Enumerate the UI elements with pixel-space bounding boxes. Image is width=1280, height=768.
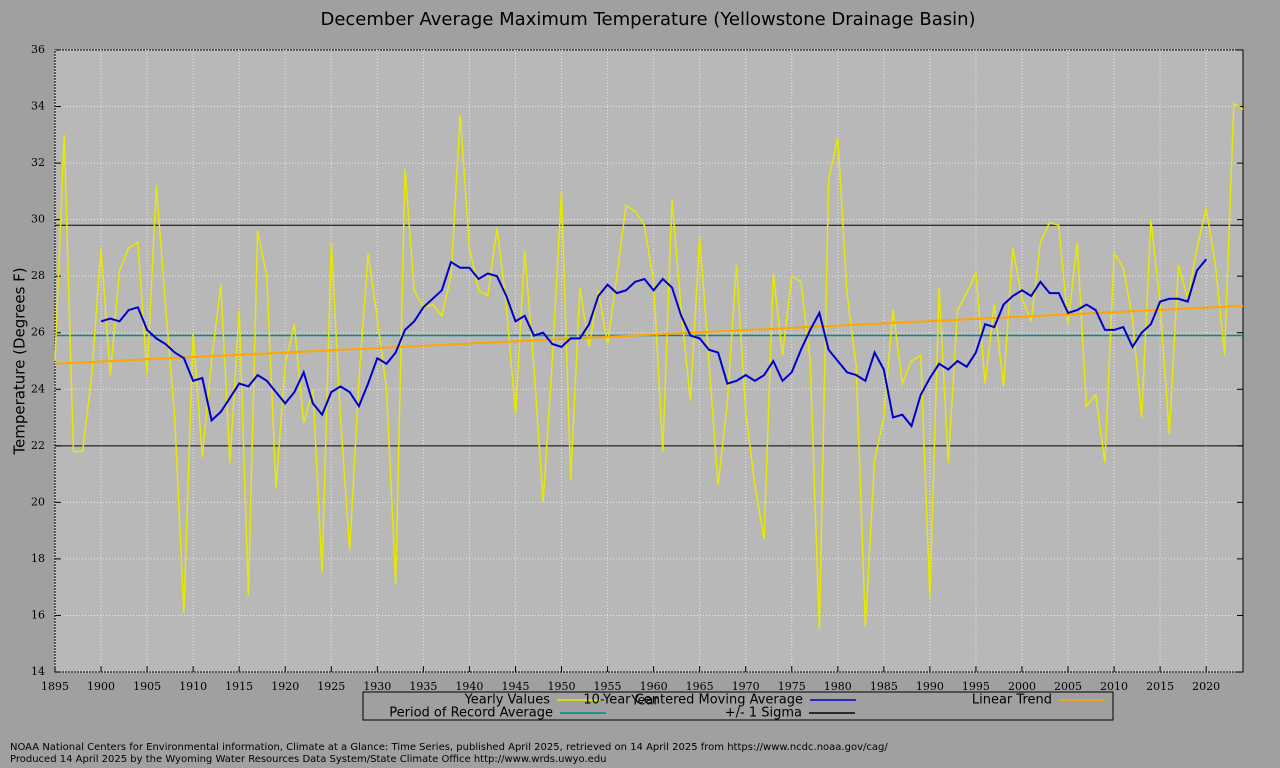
- y-tick-label: 22: [31, 439, 45, 452]
- yearly-line: [54, 102, 1244, 630]
- y-tick-label: 16: [31, 608, 45, 621]
- x-tick-label: 1910: [179, 680, 207, 693]
- y-tick-label: 20: [31, 495, 45, 508]
- x-tick-label: 1980: [824, 680, 852, 693]
- x-tick-label: 2015: [1146, 680, 1174, 693]
- trend-line: [54, 304, 1244, 365]
- x-tick-label: 1970: [732, 680, 760, 693]
- legend-label: Yearly Values: [464, 693, 551, 708]
- x-tick-label: 2020: [1192, 680, 1220, 693]
- moving-average-line: [100, 258, 1207, 429]
- plot-area: [54, 49, 1244, 673]
- y-tick-label: 34: [31, 100, 45, 113]
- source-note: NOAA National Centers for Environmental …: [10, 742, 888, 753]
- x-tick-label: 1895: [41, 680, 69, 693]
- x-tick-label: 1905: [133, 680, 161, 693]
- x-axis-label: Year: [630, 694, 659, 709]
- x-tick-label: 1955: [594, 680, 622, 693]
- x-tick-label: 1965: [686, 680, 714, 693]
- x-tick-label: 1990: [916, 680, 944, 693]
- legend-label: 10-Year Centered Moving Average: [583, 693, 803, 708]
- x-tick-label: 1975: [778, 680, 806, 693]
- legend-label: +/- 1 Sigma: [725, 706, 802, 721]
- legend-box: [362, 691, 1114, 721]
- y-tick-label: 18: [31, 552, 45, 565]
- y-axis-label: Temperature (Degrees F): [11, 267, 29, 455]
- x-tick-label: 1925: [317, 680, 345, 693]
- x-tick-label: 1930: [363, 680, 391, 693]
- y-tick-label: 26: [31, 326, 45, 339]
- x-tick-label: 1920: [271, 680, 299, 693]
- x-tick-label: 1915: [225, 680, 253, 693]
- x-tick-label: 1900: [87, 680, 115, 693]
- chart-title: December Average Maximum Temperature (Ye…: [320, 9, 975, 30]
- y-tick-label: 30: [31, 213, 45, 226]
- y-tick-label: 14: [31, 665, 45, 678]
- y-tick-label: 36: [31, 43, 45, 56]
- x-tick-label: 1995: [962, 680, 990, 693]
- legend-label: Linear Trend: [972, 693, 1052, 708]
- x-tick-label: 1935: [409, 680, 437, 693]
- x-tick-label: 1940: [455, 680, 483, 693]
- x-tick-label: 1985: [870, 680, 898, 693]
- x-tick-label: 1945: [501, 680, 529, 693]
- x-tick-label: 1960: [640, 680, 668, 693]
- y-tick-label: 24: [31, 382, 45, 395]
- x-tick-label: 2000: [1008, 680, 1036, 693]
- x-tick-label: 2010: [1100, 680, 1128, 693]
- legend-label: Period of Record Average: [389, 706, 553, 721]
- y-tick-label: 32: [31, 156, 45, 169]
- y-tick-label: 28: [31, 269, 45, 282]
- x-tick-label: 2005: [1054, 680, 1082, 693]
- credit-note: Produced 14 April 2025 by the Wyoming Wa…: [10, 754, 607, 765]
- x-tick-label: 1950: [548, 680, 576, 693]
